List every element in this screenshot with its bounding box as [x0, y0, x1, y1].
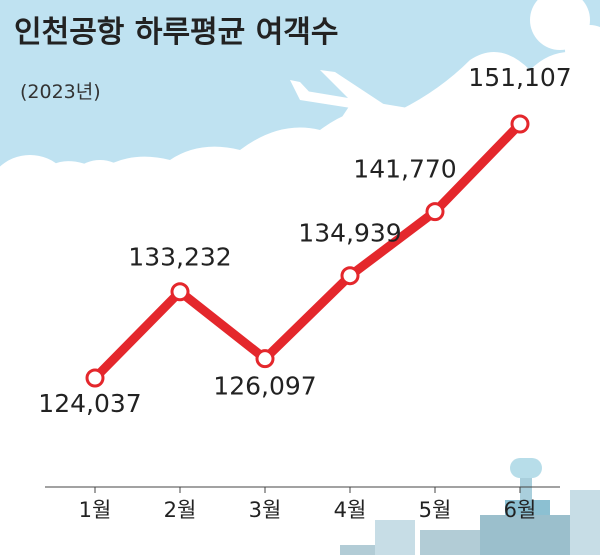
airplane	[290, 70, 441, 135]
buildings	[340, 458, 600, 555]
x-tick-label: 1월	[79, 498, 112, 522]
airplane-tail	[290, 80, 315, 100]
cloud	[0, 155, 75, 245]
x-tick-label: 3월	[249, 498, 282, 522]
building	[570, 490, 600, 555]
data-point	[255, 349, 275, 369]
data-point	[170, 282, 190, 302]
tower-top	[510, 458, 542, 478]
building	[340, 545, 375, 555]
building	[420, 530, 480, 555]
data-point	[85, 368, 105, 388]
data-point	[425, 202, 445, 222]
cloud	[65, 160, 135, 230]
chart-title: 인천공항 하루평균 여객수	[14, 15, 339, 50]
data-point	[510, 114, 530, 134]
x-tick-label: 6월	[504, 498, 537, 522]
x-tick-label: 4월	[334, 498, 367, 522]
cloud	[565, 25, 600, 75]
data-point	[340, 266, 360, 286]
data-label: 126,097	[213, 372, 316, 401]
data-label: 124,037	[38, 389, 141, 418]
chart-subtitle: (2023년)	[20, 81, 101, 103]
data-line	[91, 120, 524, 382]
x-tick-label: 2월	[164, 498, 197, 522]
data-label: 151,107	[468, 63, 571, 92]
data-label: 141,770	[353, 155, 456, 184]
building	[375, 520, 415, 555]
airplane-wing	[320, 70, 385, 105]
data-label: 134,939	[298, 219, 401, 248]
data-label: 133,232	[128, 243, 231, 272]
building	[480, 515, 570, 555]
airplane-wing	[330, 105, 385, 135]
x-tick-label: 5월	[419, 498, 452, 522]
airplane-body	[300, 90, 441, 122]
